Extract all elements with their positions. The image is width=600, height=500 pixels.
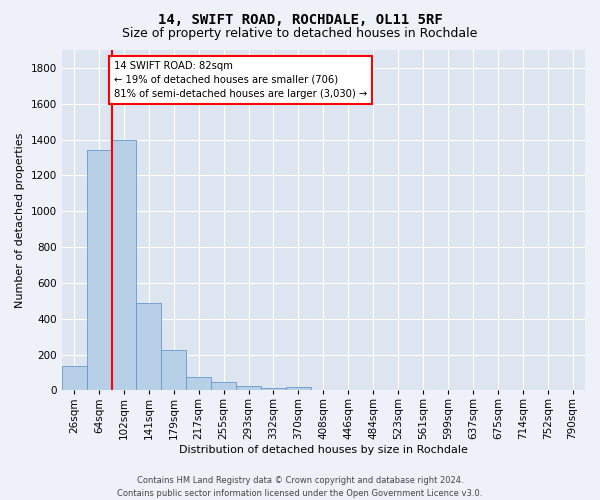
Y-axis label: Number of detached properties: Number of detached properties xyxy=(15,132,25,308)
Bar xyxy=(62,366,86,390)
Bar xyxy=(161,350,186,391)
X-axis label: Distribution of detached houses by size in Rochdale: Distribution of detached houses by size … xyxy=(179,445,468,455)
Text: 14, SWIFT ROAD, ROCHDALE, OL11 5RF: 14, SWIFT ROAD, ROCHDALE, OL11 5RF xyxy=(158,12,442,26)
Bar xyxy=(211,382,236,390)
Bar xyxy=(136,302,161,390)
Text: Contains HM Land Registry data © Crown copyright and database right 2024.
Contai: Contains HM Land Registry data © Crown c… xyxy=(118,476,482,498)
Bar xyxy=(186,377,211,390)
Bar xyxy=(86,150,112,390)
Text: Size of property relative to detached houses in Rochdale: Size of property relative to detached ho… xyxy=(122,28,478,40)
Text: 14 SWIFT ROAD: 82sqm
← 19% of detached houses are smaller (706)
81% of semi-deta: 14 SWIFT ROAD: 82sqm ← 19% of detached h… xyxy=(114,60,367,98)
Bar xyxy=(236,386,261,390)
Bar xyxy=(112,140,136,390)
Bar xyxy=(286,387,311,390)
Bar xyxy=(261,388,286,390)
